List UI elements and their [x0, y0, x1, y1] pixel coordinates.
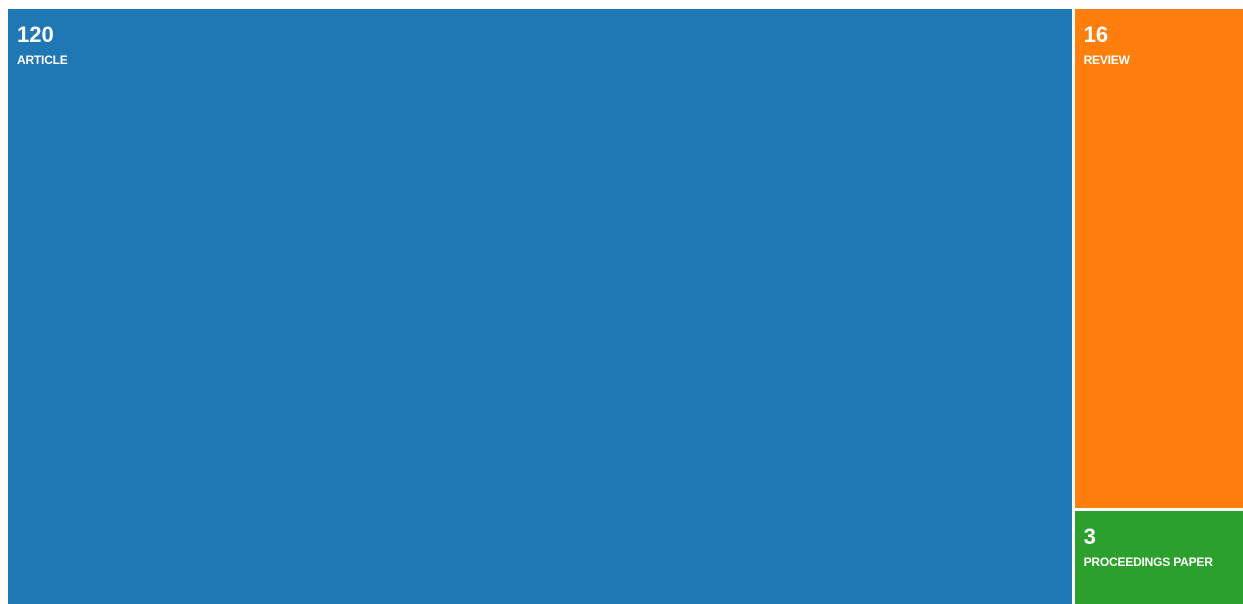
tile-value: 120	[17, 22, 54, 47]
tile-label: ARTICLE	[17, 53, 68, 67]
treemap-tile-review[interactable]: 16 REVIEW	[1074, 9, 1243, 508]
treemap-tile-proceedings-paper[interactable]: 3 PROCEEDINGS PAPER	[1074, 510, 1243, 604]
tile-value: 16	[1083, 22, 1109, 47]
tile-value: 3	[1083, 523, 1096, 549]
tile-label: REVIEW	[1083, 53, 1130, 67]
treemap-tile-article[interactable]: 120 ARTICLE	[8, 9, 1072, 604]
tile-label: PROCEEDINGS PAPER	[1083, 554, 1213, 569]
